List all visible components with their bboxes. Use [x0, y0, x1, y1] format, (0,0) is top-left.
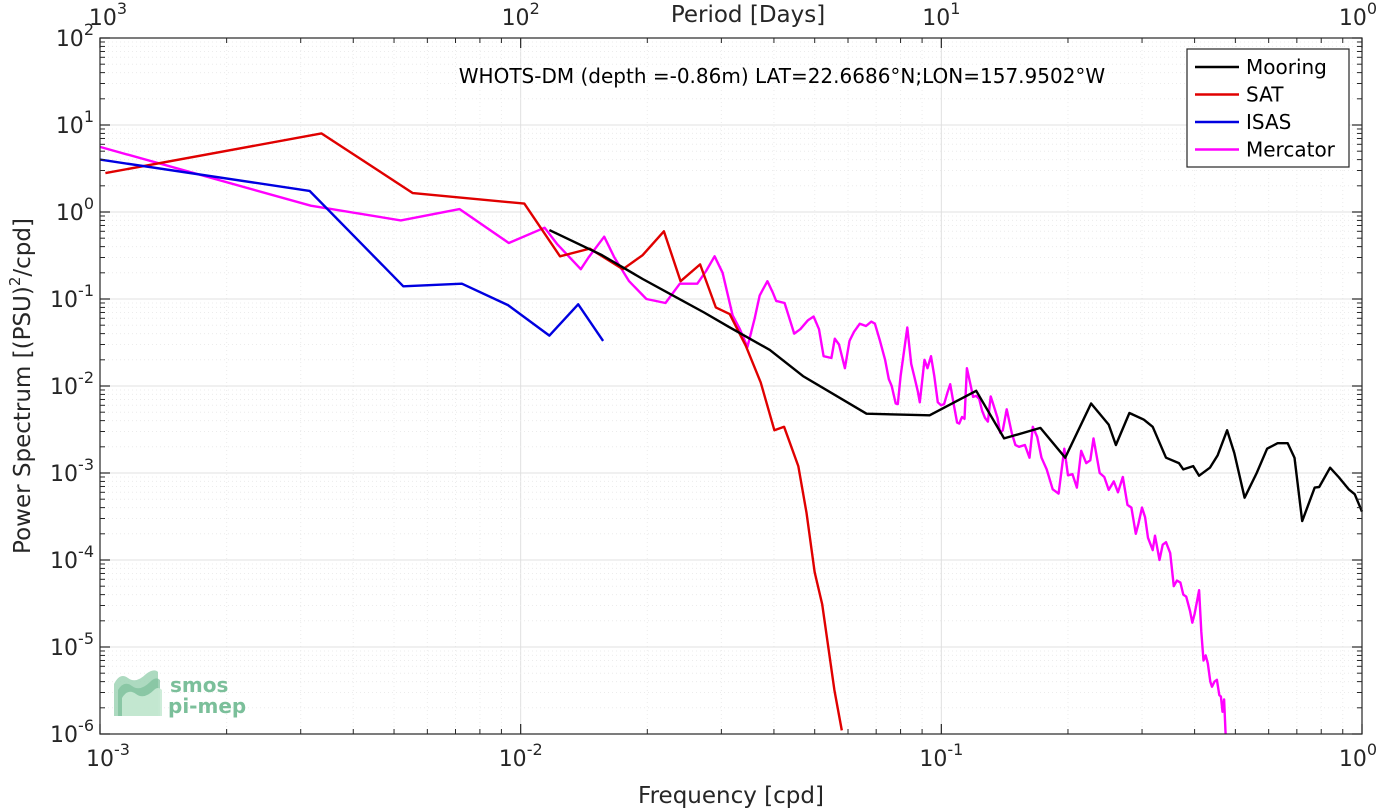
- top-tick-label-exponent: 3: [117, 0, 127, 18]
- y-axis-label: Power Spectrum [(PSU)2/cpd]: [6, 218, 36, 554]
- x-tick-label-base: 10: [1339, 747, 1367, 772]
- y-tick-label-exponent: -6: [78, 716, 94, 735]
- legend-label-mercator: Mercator: [1246, 138, 1336, 162]
- legend-label-sat: SAT: [1246, 83, 1284, 107]
- chart-annotation: WHOTS-DM (depth =-0.86m) LAT=22.6686°N;L…: [459, 64, 1106, 88]
- top-tick-label-base: 10: [89, 6, 117, 31]
- y-tick-label: 102: [56, 20, 94, 52]
- y-tick-label-exponent: 0: [84, 194, 94, 213]
- x-tick-label-base: 10: [86, 747, 114, 772]
- y-tick-label-exponent: -4: [78, 542, 94, 561]
- series-line-isas: [99, 158, 605, 342]
- y-tick-label: 10-3: [50, 455, 94, 487]
- x-tick-label: 10-2: [499, 740, 543, 772]
- y-tick-label: 10-1: [50, 281, 94, 313]
- top-tick-label: 101: [922, 0, 960, 31]
- top-tick-label: 102: [502, 0, 540, 31]
- logo-waves-icon: [114, 670, 162, 716]
- grid: [99, 37, 1363, 735]
- top-tick-label-exponent: 1: [950, 0, 960, 18]
- y-tick-label: 100: [56, 194, 94, 226]
- legend-label-isas: ISAS: [1246, 110, 1291, 134]
- x-tick-label: 10-3: [86, 740, 130, 772]
- legend-label-mooring: Mooring: [1246, 55, 1327, 79]
- x-tick-label-exponent: 0: [1367, 740, 1377, 759]
- x-tick-label-base: 10: [499, 747, 527, 772]
- top-tick-label-base: 10: [1339, 6, 1367, 31]
- top-tick-label: 103: [89, 0, 127, 31]
- x-tick-label-base: 10: [919, 747, 947, 772]
- y-tick-label-base: 10: [56, 27, 84, 52]
- x-tick-label: 100: [1339, 740, 1377, 772]
- smos-pi-mep-logo: smos pi-mep: [114, 670, 246, 718]
- legend-box: [1186, 48, 1350, 168]
- y-tick-label: 10-5: [50, 629, 94, 661]
- x-tick-label-exponent: -3: [114, 740, 130, 759]
- top-tick-label-exponent: 0: [1367, 0, 1377, 18]
- x-tick-label-exponent: -1: [947, 740, 963, 759]
- top-tick-label-exponent: 2: [530, 0, 540, 18]
- top-tick-label: 100: [1339, 0, 1377, 31]
- y-tick-label-base: 10: [50, 375, 78, 400]
- y-tick-label-base: 10: [50, 549, 78, 574]
- y-tick-label-exponent: -3: [78, 455, 94, 474]
- y-tick-label-exponent: 2: [84, 20, 94, 39]
- y-tick-label-base: 10: [50, 723, 78, 748]
- ticks: [99, 37, 1363, 735]
- y-tick-label-exponent: -1: [78, 281, 94, 300]
- y-axis-label-superscript: 2: [6, 277, 24, 287]
- y-tick-label-base: 10: [56, 201, 84, 226]
- y-tick-label-exponent: -5: [78, 629, 94, 648]
- y-tick-label-base: 10: [50, 462, 78, 487]
- x-axis-label: Frequency [cpd]: [638, 783, 824, 809]
- y-tick-label-exponent: 1: [84, 107, 94, 126]
- y-tick-label: 10-2: [50, 368, 94, 400]
- y-tick-label-base: 10: [50, 636, 78, 661]
- top-axis-label: Period [Days]: [671, 2, 825, 28]
- series-layer: [99, 132, 1364, 735]
- y-axis-label-part2: /cpd]: [10, 218, 36, 277]
- y-tick-label-base: 10: [56, 114, 84, 139]
- top-tick-label-base: 10: [502, 6, 530, 31]
- y-tick-label: 10-6: [50, 716, 94, 748]
- series-line-mooring: [548, 229, 1364, 523]
- series-line-mercator: [99, 145, 1227, 735]
- logo-line1: smos: [170, 673, 228, 697]
- top-tick-label-base: 10: [922, 6, 950, 31]
- legend: Mooring SAT ISAS Mercator: [1186, 48, 1350, 168]
- x-tick-label: 10-1: [919, 740, 963, 772]
- y-tick-label-exponent: -2: [78, 368, 94, 387]
- y-tick-label: 10-4: [50, 542, 94, 574]
- y-tick-label: 101: [56, 107, 94, 139]
- series-line-sat: [105, 132, 843, 731]
- logo-line2: pi-mep: [168, 694, 246, 718]
- y-tick-label-base: 10: [50, 288, 78, 313]
- y-axis-label-part1: Power Spectrum [(PSU): [10, 286, 36, 554]
- x-tick-label-exponent: -2: [527, 740, 543, 759]
